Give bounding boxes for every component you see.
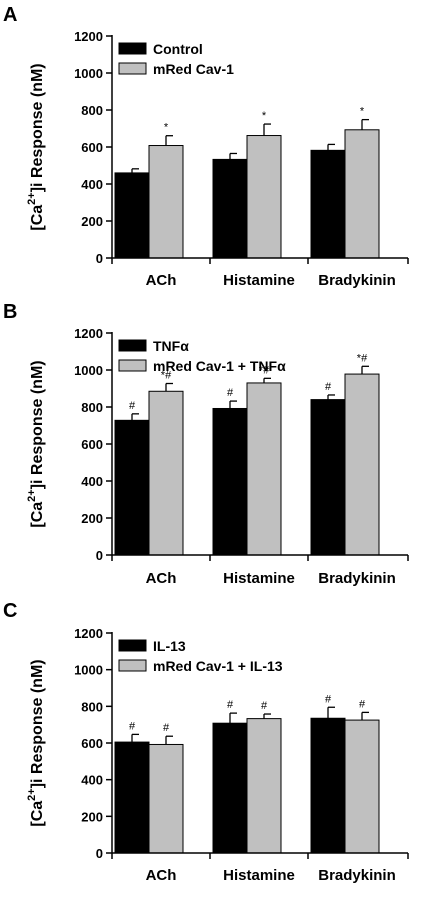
y-axis-label: [Ca2+]i Response (nM) bbox=[26, 659, 46, 826]
category-label: Histamine bbox=[223, 867, 295, 884]
category-label: Histamine bbox=[223, 570, 295, 587]
bar-a-s2-1 bbox=[246, 135, 282, 259]
y-tick-label: 1000 bbox=[74, 363, 103, 378]
y-tick-label: 200 bbox=[81, 809, 103, 824]
y-tick-label: 400 bbox=[81, 177, 103, 192]
significance-marker: # bbox=[129, 400, 136, 412]
legend-swatch bbox=[118, 659, 147, 672]
category-label: ACh bbox=[146, 272, 177, 289]
y-tick-label: 1000 bbox=[74, 663, 103, 678]
y-tick-label: 600 bbox=[81, 140, 103, 155]
legend-label: mRed Cav-1 bbox=[153, 61, 234, 77]
panel-b: B [Ca2+]i Response (nM) # # # *# *# *# 0 200 400 60… bbox=[3, 301, 409, 587]
y-tick-label: 800 bbox=[81, 699, 103, 714]
category-label: Bradykinin bbox=[318, 570, 396, 587]
category-label: ACh bbox=[146, 570, 177, 587]
y-axis-label: [Ca2+]i Response (nM) bbox=[26, 360, 46, 527]
significance-marker: *# bbox=[357, 352, 368, 364]
y-tick-label: 200 bbox=[81, 511, 103, 526]
legend-label: Control bbox=[153, 41, 203, 57]
legend-label: IL-13 bbox=[153, 638, 186, 654]
bar-a-s1-0 bbox=[114, 172, 150, 259]
significance-marker: # bbox=[325, 381, 332, 393]
bar-c-s2-2 bbox=[344, 719, 380, 854]
category-label: Bradykinin bbox=[318, 867, 396, 884]
y-tick-label: 1200 bbox=[74, 326, 103, 341]
legend-swatch bbox=[118, 42, 147, 55]
legend-swatch bbox=[118, 62, 147, 75]
significance-marker: # bbox=[325, 693, 332, 705]
bar-b-s1-0 bbox=[114, 419, 150, 556]
significance-marker: # bbox=[163, 722, 170, 734]
bar-b-s1-2 bbox=[310, 399, 346, 556]
bar-c-s1-1 bbox=[212, 722, 248, 854]
bar-c-s2-0 bbox=[148, 743, 184, 854]
bar-c-s1-0 bbox=[114, 741, 150, 854]
y-tick-label: 0 bbox=[96, 251, 103, 266]
significance-marker: *# bbox=[161, 370, 172, 382]
y-tick-label: 1200 bbox=[74, 29, 103, 44]
bar-c-s1-2 bbox=[310, 717, 346, 854]
significance-marker: # bbox=[261, 700, 268, 712]
bar-b-s1-1 bbox=[212, 407, 248, 556]
legend-label: TNFα bbox=[153, 338, 189, 354]
y-tick-label: 1000 bbox=[74, 66, 103, 81]
bar-a-s2-0 bbox=[148, 145, 184, 259]
panel-c: C [Ca2+]i Response (nM) # # # # # #0 200 400 600 80… bbox=[3, 600, 409, 884]
y-tick-label: 200 bbox=[81, 214, 103, 229]
category-label: Bradykinin bbox=[318, 272, 396, 289]
y-tick-label: 1200 bbox=[74, 626, 103, 641]
bar-b-s2-2 bbox=[344, 373, 380, 556]
bar-c-s2-1 bbox=[246, 718, 282, 854]
category-label: Histamine bbox=[223, 272, 295, 289]
legend-swatch bbox=[118, 639, 147, 652]
panel-letter: A bbox=[3, 4, 17, 26]
category-label: ACh bbox=[146, 867, 177, 884]
bar-a-s1-1 bbox=[212, 158, 248, 259]
y-tick-label: 0 bbox=[96, 548, 103, 563]
bar-b-s2-1 bbox=[246, 382, 282, 556]
panel-letter: B bbox=[3, 301, 17, 323]
significance-marker: * bbox=[164, 122, 169, 134]
significance-marker: *# bbox=[259, 364, 270, 376]
y-tick-label: 800 bbox=[81, 103, 103, 118]
y-tick-label: 800 bbox=[81, 400, 103, 415]
bar-a-s2-2 bbox=[344, 129, 380, 259]
bar-b-s2-0 bbox=[148, 390, 184, 556]
y-tick-label: 400 bbox=[81, 773, 103, 788]
y-tick-label: 0 bbox=[96, 846, 103, 861]
y-tick-label: 600 bbox=[81, 437, 103, 452]
y-axis-label: [Ca2+]i Response (nM) bbox=[26, 63, 46, 230]
significance-marker: * bbox=[360, 106, 365, 118]
significance-marker: # bbox=[227, 387, 234, 399]
significance-marker: # bbox=[227, 699, 234, 711]
y-tick-label: 600 bbox=[81, 736, 103, 751]
legend-label: mRed Cav-1 + IL-13 bbox=[153, 658, 283, 674]
significance-marker: * bbox=[262, 110, 267, 122]
bar-a-s1-2 bbox=[310, 149, 346, 259]
legend-swatch bbox=[118, 359, 147, 372]
significance-marker: # bbox=[359, 698, 366, 710]
panel-letter: C bbox=[3, 600, 17, 622]
legend-label: mRed Cav-1 + TNFα bbox=[153, 358, 286, 374]
significance-marker: # bbox=[129, 720, 136, 732]
panel-a: A [Ca2+]i Response (nM) * * * 0 200 400 600 800 10… bbox=[3, 4, 409, 289]
y-tick-label: 400 bbox=[81, 474, 103, 489]
legend-swatch bbox=[118, 339, 147, 352]
